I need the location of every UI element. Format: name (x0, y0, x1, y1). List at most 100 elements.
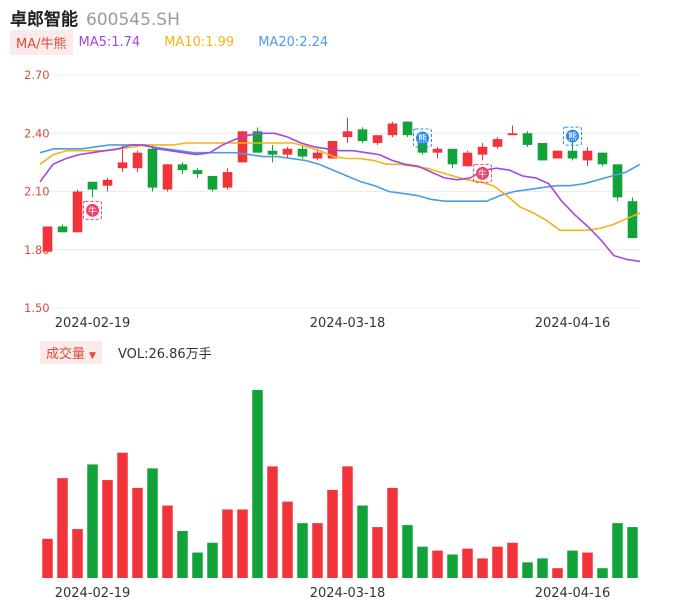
candle-body[interactable] (222, 172, 233, 188)
volume-bar[interactable] (252, 390, 263, 578)
candle-body[interactable] (57, 226, 68, 233)
volume-bar[interactable] (477, 558, 488, 578)
candle-body[interactable] (477, 146, 488, 155)
bear-marker[interactable] (416, 131, 429, 145)
candle-body[interactable] (237, 131, 248, 163)
ma-mode-toggle[interactable]: MA/牛熊 (10, 29, 73, 55)
volume-indicator-dropdown[interactable]: 成交量 ▼ (40, 340, 102, 364)
volume-bar[interactable] (402, 525, 413, 578)
volume-bar[interactable] (222, 509, 233, 578)
candle-body[interactable] (162, 164, 173, 190)
volume-bar[interactable] (492, 546, 503, 578)
volume-bar[interactable] (42, 538, 53, 578)
candle-body[interactable] (627, 201, 638, 239)
candle-body[interactable] (42, 226, 53, 252)
candle-body[interactable] (387, 123, 398, 136)
candle-body[interactable] (537, 142, 548, 161)
candle-body[interactable] (432, 148, 443, 153)
volume-bar[interactable] (102, 480, 113, 578)
candle-body[interactable] (147, 148, 158, 188)
volume-bar[interactable] (327, 489, 338, 578)
volume-bar[interactable] (147, 468, 158, 578)
y-tick-label: 1.50 (24, 301, 50, 315)
volume-bar[interactable] (552, 568, 563, 578)
bull-marker-label: 牛 (88, 205, 97, 217)
candle-body[interactable] (462, 152, 473, 167)
bear-marker[interactable] (566, 129, 579, 143)
candle-body[interactable] (522, 133, 533, 145)
x-tick-label: 2024-02-19 (55, 316, 131, 331)
volume-bar[interactable] (357, 505, 368, 578)
volume-bar[interactable] (267, 466, 278, 578)
volume-bar[interactable] (387, 487, 398, 578)
candle-body[interactable] (252, 131, 263, 153)
bear-marker-frame (413, 128, 432, 148)
candle-body[interactable] (297, 148, 308, 157)
candle-body[interactable] (492, 139, 503, 147)
candle-body[interactable] (177, 164, 188, 171)
volume-bar[interactable] (522, 562, 533, 578)
volume-bar[interactable] (282, 501, 293, 578)
volume-bar[interactable] (462, 548, 473, 578)
volume-bar[interactable] (447, 554, 458, 579)
candle-body[interactable] (342, 131, 353, 138)
volume-bar[interactable] (507, 542, 518, 578)
x-tick-label: 2024-03-18 (310, 316, 386, 331)
candle-body[interactable] (567, 150, 578, 159)
bull-marker[interactable] (86, 203, 99, 217)
volume-bar[interactable] (237, 509, 248, 578)
volume-bar[interactable] (417, 546, 428, 578)
candle-body[interactable] (612, 164, 623, 198)
candle-body[interactable] (207, 175, 218, 190)
candle-body[interactable] (357, 129, 368, 142)
candle-body[interactable] (507, 133, 518, 136)
ma5-line (39, 132, 641, 263)
volume-bar[interactable] (597, 568, 608, 578)
candle-body[interactable] (372, 135, 383, 143)
volume-bar[interactable] (612, 523, 623, 578)
volume-bar[interactable] (117, 452, 128, 578)
bull-marker-frame (83, 200, 102, 220)
volume-bar[interactable] (72, 529, 83, 578)
candle-body[interactable] (447, 148, 458, 165)
bear-marker-frame (563, 126, 582, 146)
volume-bar[interactable] (432, 550, 443, 578)
ma5-value: MA5:1.74 (78, 34, 141, 50)
volume-bar[interactable] (192, 552, 203, 578)
volume-bar[interactable] (132, 487, 143, 578)
volume-bar[interactable] (207, 542, 218, 578)
volume-bar[interactable] (342, 466, 353, 578)
volume-bar[interactable] (297, 523, 308, 578)
candle-body[interactable] (402, 121, 413, 136)
candle-body[interactable] (312, 152, 323, 159)
volume-bar[interactable] (57, 478, 68, 578)
candle-body[interactable] (597, 152, 608, 165)
volume-bar[interactable] (87, 464, 98, 578)
volume-bar[interactable] (582, 552, 593, 578)
volume-bar[interactable] (372, 527, 383, 578)
candle-body[interactable] (102, 179, 113, 186)
stock-header: 卓郎智能 600545.SH (10, 5, 180, 30)
volume-bar[interactable] (567, 550, 578, 578)
candle-body[interactable] (117, 162, 128, 169)
volume-bar[interactable] (312, 523, 323, 578)
volume-value: VOL:26.86万手 (117, 346, 212, 362)
candle-body[interactable] (192, 170, 203, 175)
volume-bar[interactable] (627, 527, 638, 578)
stock-name: 卓郎智能 (10, 10, 78, 30)
volume-bar[interactable] (177, 531, 188, 578)
candle-body[interactable] (72, 191, 83, 233)
ma10-value: MA10:1.99 (164, 34, 235, 50)
candle-body[interactable] (282, 148, 293, 155)
candle-body[interactable] (267, 150, 278, 155)
bull-marker[interactable] (476, 166, 489, 180)
candle-body[interactable] (582, 150, 593, 161)
candle-body[interactable] (132, 152, 143, 169)
candle-body[interactable] (87, 181, 98, 190)
y-tick-label: 2.70 (24, 68, 50, 82)
candle-body[interactable] (552, 150, 563, 159)
x-tick-label: 2024-04-16 (535, 586, 611, 601)
volume-bar[interactable] (162, 505, 173, 578)
volume-bar[interactable] (537, 558, 548, 578)
